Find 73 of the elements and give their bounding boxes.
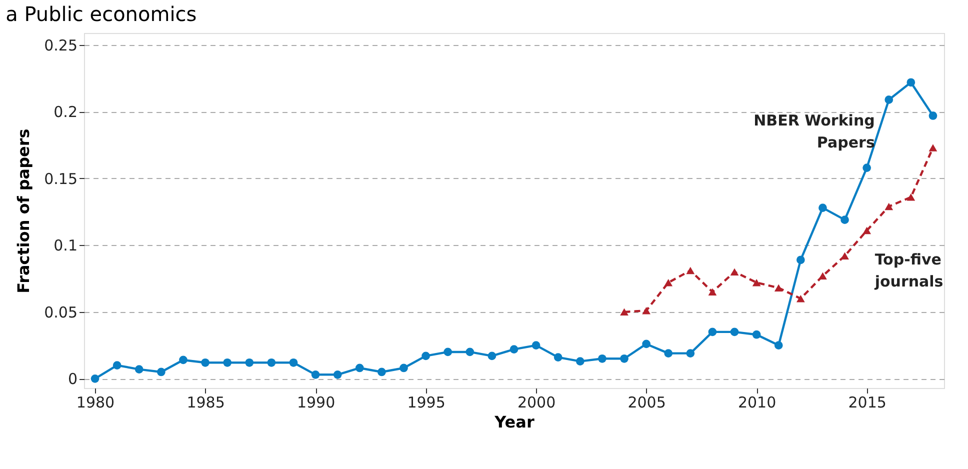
- point: [134, 365, 144, 374]
- point: [708, 288, 717, 296]
- series-label: Top-five journals: [874, 250, 944, 291]
- point: [862, 226, 872, 234]
- point: [884, 96, 894, 104]
- point: [355, 364, 364, 372]
- point: [510, 345, 518, 354]
- point: [906, 78, 916, 87]
- series-label: NBER Working Papers: [754, 112, 875, 152]
- point: [245, 358, 254, 367]
- point: [708, 328, 717, 336]
- x-tick-label: 2005: [628, 394, 666, 412]
- point: [752, 278, 761, 286]
- point: [862, 164, 872, 172]
- y-axis-title: Fraction of papers: [14, 128, 34, 294]
- point: [598, 354, 606, 363]
- x-tick-label: 2000: [517, 394, 556, 412]
- point: [488, 352, 496, 360]
- point: [730, 268, 739, 276]
- y-tick-label: 0.05: [44, 303, 78, 322]
- point: [796, 294, 805, 302]
- point: [223, 358, 232, 367]
- point: [906, 194, 916, 201]
- point: [642, 340, 650, 348]
- x-tick-label: 1990: [296, 394, 336, 412]
- point: [378, 368, 386, 376]
- point: [289, 358, 298, 367]
- point: [730, 328, 739, 336]
- x-tick-label: 1985: [186, 394, 225, 412]
- point: [642, 306, 650, 314]
- x-tick-label: 1995: [407, 394, 446, 412]
- point: [554, 353, 562, 362]
- y-tick-label: 0.1: [54, 236, 78, 255]
- x-tick-label: 2010: [738, 394, 776, 412]
- point: [774, 284, 783, 292]
- point: [928, 144, 938, 152]
- chart-title: a Public economics: [6, 2, 197, 26]
- point: [311, 370, 320, 379]
- point: [686, 266, 695, 274]
- point: [752, 330, 761, 339]
- point: [620, 308, 628, 316]
- point: [333, 370, 342, 379]
- point: [664, 349, 673, 358]
- point: [928, 112, 938, 120]
- point: [818, 272, 827, 280]
- point: [400, 364, 408, 372]
- y-tick-label: 0: [68, 370, 78, 388]
- y-tick-label: 0.2: [54, 103, 78, 122]
- point: [818, 204, 827, 212]
- point: [664, 278, 673, 286]
- point: [90, 374, 100, 383]
- point: [466, 348, 474, 356]
- point: [620, 354, 628, 363]
- point: [774, 341, 783, 350]
- point: [796, 256, 805, 264]
- point: [884, 202, 894, 210]
- point: [201, 358, 210, 367]
- point: [840, 252, 849, 260]
- y-tick-label: 0.25: [44, 36, 78, 55]
- x-tick-label: 2015: [848, 394, 886, 412]
- point: [840, 216, 849, 224]
- point: [156, 368, 166, 376]
- y-tick-label: 0.15: [44, 170, 78, 188]
- point: [422, 352, 430, 360]
- point: [576, 357, 584, 366]
- point: [179, 356, 188, 364]
- point: [444, 348, 452, 356]
- x-axis-title: Year: [494, 412, 534, 432]
- point: [112, 361, 122, 370]
- point: [686, 349, 695, 358]
- x-tick-label: 1980: [76, 394, 115, 412]
- point: [267, 358, 276, 367]
- point: [532, 341, 540, 350]
